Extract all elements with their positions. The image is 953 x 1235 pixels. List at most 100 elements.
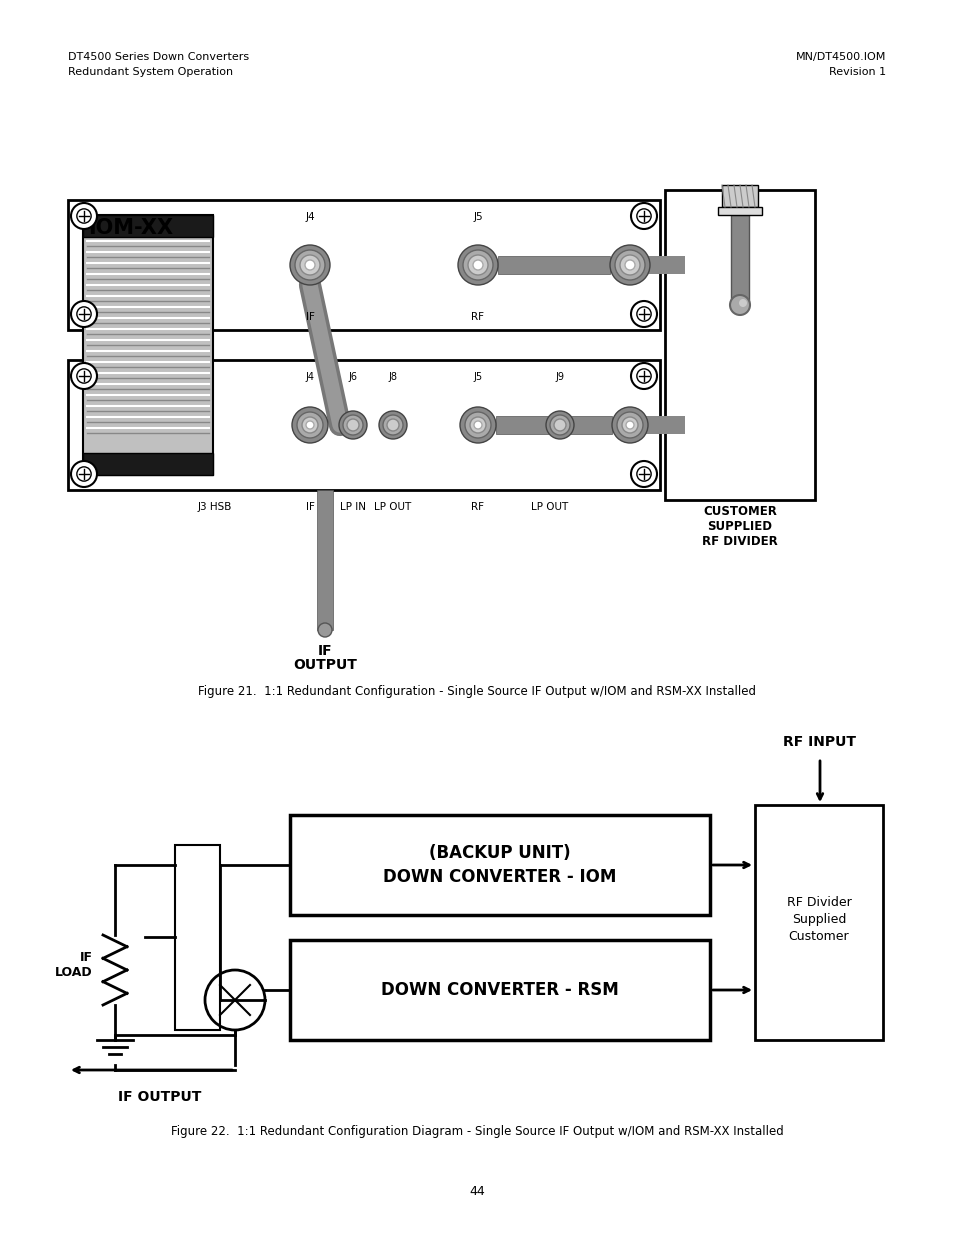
- Bar: [174, 845, 220, 1030]
- Text: DOWN CONVERTER - RSM: DOWN CONVERTER - RSM: [381, 981, 618, 999]
- Circle shape: [71, 363, 97, 389]
- Circle shape: [474, 421, 481, 429]
- Circle shape: [609, 245, 649, 285]
- Circle shape: [550, 415, 569, 435]
- Circle shape: [77, 306, 91, 321]
- Circle shape: [77, 467, 91, 482]
- Text: J6: J6: [348, 372, 357, 382]
- Circle shape: [347, 419, 358, 431]
- Bar: [721, 185, 758, 207]
- Text: Revision 1: Revision 1: [828, 67, 885, 77]
- Text: J4: J4: [305, 212, 314, 222]
- Text: J3 HSB: J3 HSB: [197, 501, 232, 513]
- Circle shape: [739, 299, 746, 308]
- Bar: [497, 256, 609, 274]
- Bar: [496, 416, 612, 433]
- Text: J5: J5: [473, 212, 482, 222]
- Circle shape: [470, 417, 485, 433]
- Circle shape: [302, 417, 317, 433]
- Circle shape: [612, 408, 647, 443]
- Bar: [290, 815, 709, 915]
- Text: RF Divider: RF Divider: [786, 897, 850, 909]
- Bar: [68, 359, 659, 490]
- Text: MN/DT4500.IOM: MN/DT4500.IOM: [795, 52, 885, 62]
- Circle shape: [294, 249, 325, 280]
- Circle shape: [305, 261, 314, 270]
- Circle shape: [290, 245, 330, 285]
- Text: DOWN CONVERTER - IOM: DOWN CONVERTER - IOM: [383, 868, 616, 885]
- Circle shape: [637, 369, 651, 383]
- Text: IOM-XX: IOM-XX: [88, 219, 172, 238]
- Circle shape: [296, 412, 323, 438]
- Circle shape: [459, 408, 496, 443]
- Circle shape: [343, 415, 363, 435]
- Text: LP OUT: LP OUT: [531, 501, 568, 513]
- Bar: [718, 207, 761, 215]
- Circle shape: [619, 254, 639, 275]
- Text: DT4500 Series Down Converters: DT4500 Series Down Converters: [68, 52, 249, 62]
- Text: IF OUTPUT: IF OUTPUT: [118, 1091, 201, 1104]
- Circle shape: [71, 301, 97, 327]
- Circle shape: [637, 467, 651, 482]
- Bar: [83, 215, 213, 237]
- Text: (BACKUP UNIT): (BACKUP UNIT): [429, 844, 570, 862]
- Circle shape: [624, 261, 635, 270]
- Bar: [664, 190, 814, 500]
- Text: IF: IF: [317, 643, 332, 658]
- Text: Redundant System Operation: Redundant System Operation: [68, 67, 233, 77]
- Circle shape: [387, 419, 398, 431]
- Text: IF
LOAD: IF LOAD: [55, 951, 92, 979]
- Circle shape: [71, 461, 97, 487]
- Circle shape: [462, 249, 493, 280]
- Text: J8: J8: [388, 372, 397, 382]
- Circle shape: [378, 411, 407, 438]
- Bar: [730, 215, 748, 305]
- Circle shape: [630, 363, 657, 389]
- Bar: [624, 416, 684, 433]
- Text: LP OUT: LP OUT: [374, 501, 411, 513]
- Text: RF DIVIDER: RF DIVIDER: [701, 535, 777, 548]
- Circle shape: [473, 261, 482, 270]
- Circle shape: [637, 209, 651, 224]
- Text: Figure 21.  1:1 Redundant Configuration - Single Source IF Output w/IOM and RSM-: Figure 21. 1:1 Redundant Configuration -…: [198, 685, 755, 698]
- Text: Figure 22.  1:1 Redundant Configuration Diagram - Single Source IF Output w/IOM : Figure 22. 1:1 Redundant Configuration D…: [171, 1125, 782, 1137]
- Text: J5: J5: [473, 372, 482, 382]
- Circle shape: [729, 295, 749, 315]
- Circle shape: [630, 301, 657, 327]
- Circle shape: [545, 411, 574, 438]
- Circle shape: [617, 412, 642, 438]
- Text: RF: RF: [471, 501, 484, 513]
- Text: J4: J4: [305, 372, 314, 382]
- Circle shape: [317, 622, 332, 637]
- Circle shape: [468, 254, 488, 275]
- Bar: [68, 200, 659, 330]
- Bar: [83, 215, 213, 475]
- Circle shape: [77, 369, 91, 383]
- Circle shape: [464, 412, 491, 438]
- Circle shape: [306, 421, 314, 429]
- Circle shape: [71, 203, 97, 228]
- Text: IF: IF: [305, 312, 314, 322]
- Circle shape: [382, 415, 402, 435]
- Text: IF: IF: [305, 501, 314, 513]
- Text: J9: J9: [555, 372, 564, 382]
- Circle shape: [292, 408, 328, 443]
- Text: Supplied: Supplied: [791, 914, 845, 926]
- Text: Customer: Customer: [788, 930, 848, 944]
- Bar: [754, 805, 882, 1040]
- Bar: [290, 940, 709, 1040]
- Circle shape: [630, 203, 657, 228]
- Circle shape: [554, 419, 565, 431]
- Circle shape: [299, 254, 319, 275]
- Circle shape: [630, 461, 657, 487]
- Text: LP IN: LP IN: [339, 501, 366, 513]
- Text: RF: RF: [471, 312, 484, 322]
- Circle shape: [457, 245, 497, 285]
- Bar: [624, 256, 684, 274]
- Circle shape: [338, 411, 367, 438]
- Circle shape: [615, 249, 644, 280]
- Text: 44: 44: [469, 1186, 484, 1198]
- Text: OUTPUT: OUTPUT: [293, 658, 356, 672]
- Text: SUPPLIED: SUPPLIED: [707, 520, 772, 534]
- Circle shape: [621, 417, 638, 433]
